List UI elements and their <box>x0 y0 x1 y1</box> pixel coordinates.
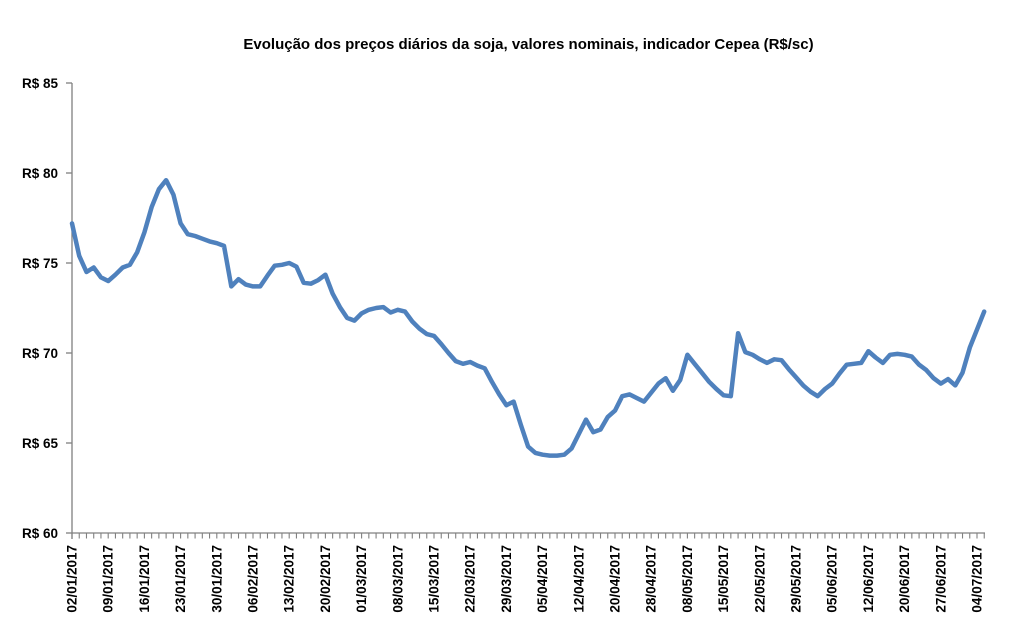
x-tick-label: 29/05/2017 <box>789 545 804 613</box>
x-tick-label: 20/06/2017 <box>897 545 912 613</box>
x-tick-label: 01/03/2017 <box>354 545 369 613</box>
x-tick-label: 23/01/2017 <box>173 545 188 613</box>
x-tick-label: 20/04/2017 <box>608 545 623 613</box>
x-tick-label: 29/03/2017 <box>499 545 514 613</box>
x-tick-label: 30/01/2017 <box>209 545 224 613</box>
chart-title: Evolução dos preços diários da soja, val… <box>243 36 814 53</box>
price-series-line <box>69 177 987 458</box>
y-tick-label: R$ 80 <box>22 166 58 181</box>
x-tick-label: 20/02/2017 <box>318 545 333 613</box>
x-tick-label: 02/01/2017 <box>65 545 80 613</box>
x-tick-label: 05/06/2017 <box>825 545 840 613</box>
x-tick-label: 08/03/2017 <box>390 545 405 613</box>
x-tick-label: 22/03/2017 <box>463 545 478 613</box>
x-tick-label: 16/01/2017 <box>137 545 152 613</box>
y-tick-label: R$ 75 <box>22 256 59 271</box>
x-tick-label: 06/02/2017 <box>246 545 261 613</box>
x-tick-label: 09/01/2017 <box>101 545 116 613</box>
x-tick-label: 22/05/2017 <box>752 545 767 613</box>
x-tick-label: 15/03/2017 <box>427 545 442 613</box>
y-tick-label: R$ 60 <box>22 526 58 541</box>
x-tick-label: 27/06/2017 <box>933 545 948 613</box>
x-tick-label: 15/05/2017 <box>716 545 731 613</box>
y-tick-label: R$ 85 <box>22 76 59 91</box>
x-tick-label: 12/06/2017 <box>861 545 876 613</box>
y-tick-label: R$ 65 <box>22 436 59 451</box>
x-tick-label: 05/04/2017 <box>535 545 550 613</box>
x-tick-label: 12/04/2017 <box>571 545 586 613</box>
y-tick-label: R$ 70 <box>22 346 58 361</box>
x-tick-label: 13/02/2017 <box>282 545 297 613</box>
x-tick-label: 28/04/2017 <box>644 545 659 613</box>
x-tick-label: 04/07/2017 <box>970 545 985 613</box>
x-tick-label: 08/05/2017 <box>680 545 695 613</box>
